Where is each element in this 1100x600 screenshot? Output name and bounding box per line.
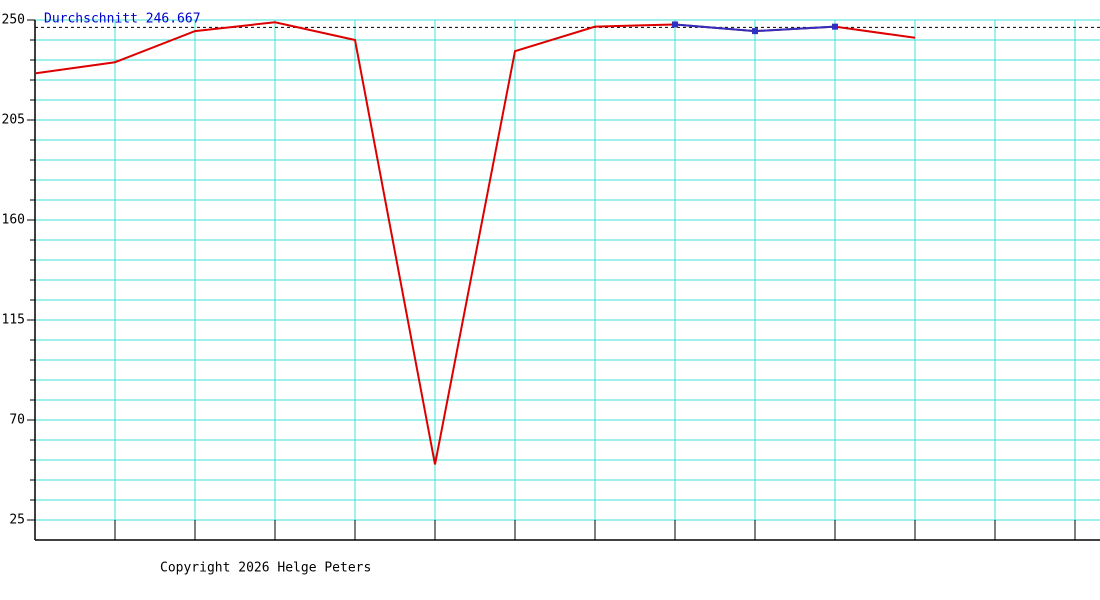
y-tick-label: 25 [9, 513, 25, 528]
footer: Copyright 2026 Helge Peters [160, 561, 371, 576]
point-marker [752, 28, 758, 35]
point-marker [672, 21, 678, 28]
y-tick-label: 160 [2, 213, 25, 228]
y-tick-label: 115 [2, 313, 25, 328]
y-tick-label: 205 [2, 113, 25, 128]
average-label: Durchschnitt 246.667 [44, 12, 201, 27]
y-tick-label: 250 [2, 13, 25, 28]
point-marker [832, 23, 838, 30]
y-tick-label: 70 [9, 413, 25, 428]
